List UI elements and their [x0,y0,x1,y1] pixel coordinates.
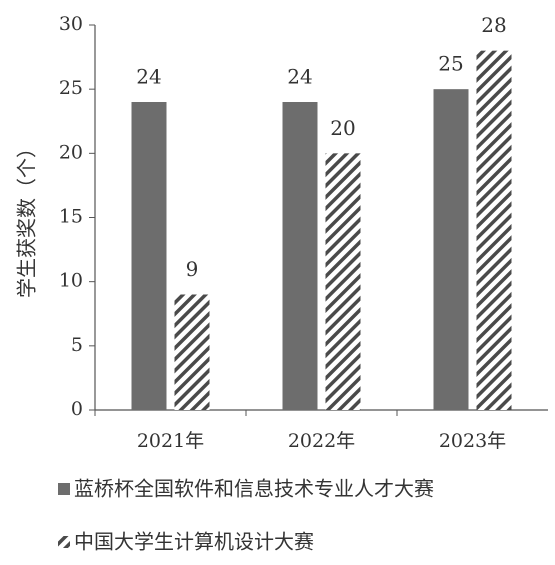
bar [325,153,361,411]
value-label: 28 [481,13,506,37]
x-tick-label: 2022年 [288,430,355,452]
value-label: 24 [136,65,161,89]
value-label: 25 [438,52,463,76]
y-tick-label: 25 [59,77,83,99]
y-tick-label: 20 [59,141,83,163]
x-tick-label: 2023年 [439,430,506,452]
y-tick-label: 30 [59,13,83,35]
bar [476,50,512,411]
legend-label: 蓝桥杯全国软件和信息技术专业人才大赛 [74,477,434,501]
value-label: 24 [287,65,312,89]
y-tick-label: 15 [59,206,83,228]
bar [131,102,167,410]
value-label: 20 [330,116,355,140]
legend-swatch [58,536,70,548]
legend-label: 中国大学生计算机设计大赛 [74,530,314,554]
bar [433,89,469,411]
bar [174,294,210,410]
y-axis-label: 学生获奖数（个） [15,138,39,298]
y-tick-label: 0 [71,398,83,420]
bar [282,102,318,410]
y-tick-label: 5 [71,334,83,356]
y-tick-label: 10 [59,270,83,292]
value-label: 9 [186,257,199,281]
legend-swatch [58,483,70,495]
x-tick-label: 2021年 [137,430,204,452]
